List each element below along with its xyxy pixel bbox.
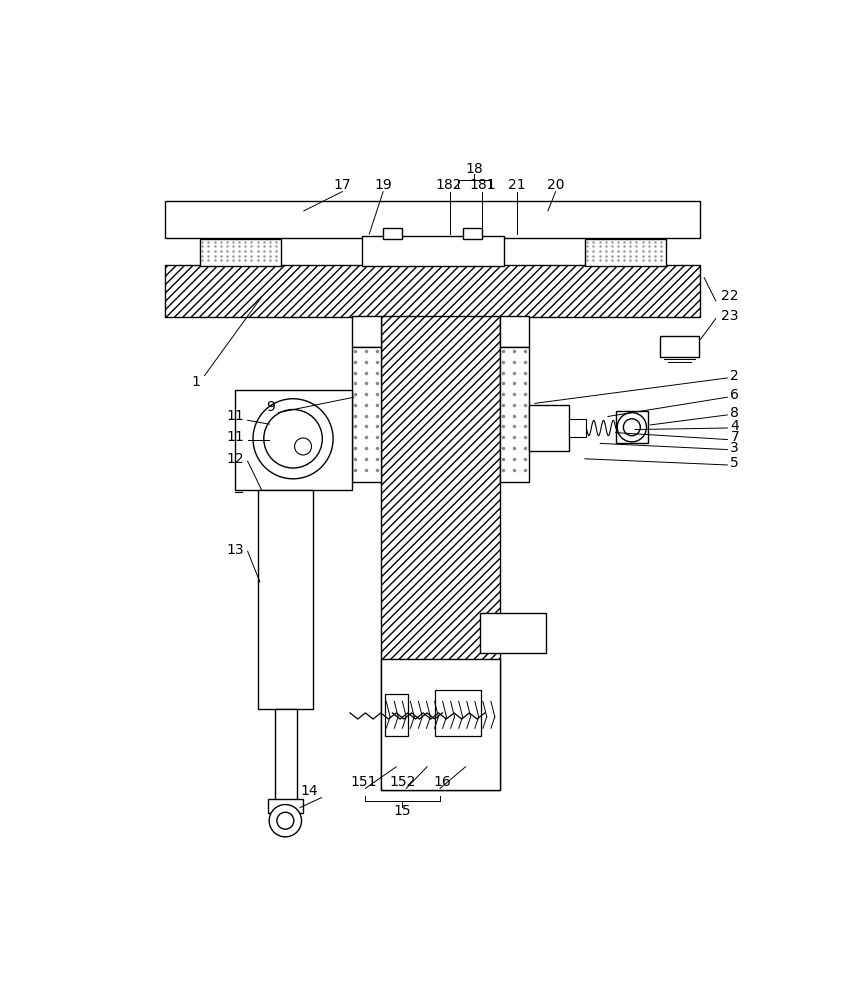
- Bar: [615, 411, 648, 443]
- Bar: [585, 239, 666, 266]
- Text: 22: 22: [721, 289, 738, 303]
- Bar: [384, 694, 408, 736]
- Text: 18: 18: [465, 162, 483, 176]
- Text: 14: 14: [301, 784, 319, 798]
- Circle shape: [269, 805, 302, 837]
- Text: 151: 151: [351, 775, 377, 789]
- Circle shape: [253, 399, 333, 479]
- Bar: [165, 201, 701, 238]
- Text: 16: 16: [433, 775, 451, 789]
- Text: 152: 152: [389, 775, 416, 789]
- Text: 20: 20: [547, 178, 564, 192]
- Text: 15: 15: [394, 804, 411, 818]
- Bar: [234, 389, 352, 490]
- Text: 5: 5: [730, 456, 739, 470]
- Bar: [362, 235, 504, 266]
- Text: 11: 11: [227, 430, 244, 444]
- Bar: [276, 709, 297, 801]
- Text: 2: 2: [730, 369, 739, 383]
- Text: 23: 23: [721, 309, 738, 323]
- Text: 7: 7: [730, 430, 739, 444]
- Text: 11: 11: [227, 409, 244, 423]
- Text: 3: 3: [730, 441, 739, 455]
- Bar: [500, 347, 529, 482]
- Bar: [383, 228, 402, 239]
- Bar: [660, 336, 699, 357]
- Text: 182: 182: [435, 178, 462, 192]
- Text: 1: 1: [191, 375, 200, 389]
- Text: 19: 19: [374, 178, 392, 192]
- Text: 21: 21: [508, 178, 526, 192]
- Text: 181: 181: [470, 178, 496, 192]
- Bar: [435, 690, 481, 736]
- Bar: [352, 316, 381, 347]
- Bar: [463, 228, 482, 239]
- Text: 17: 17: [334, 178, 352, 192]
- Bar: [529, 405, 569, 451]
- Text: 6: 6: [730, 388, 739, 402]
- Bar: [500, 316, 529, 347]
- Bar: [200, 239, 281, 266]
- Bar: [165, 265, 701, 317]
- Bar: [258, 490, 313, 709]
- Bar: [381, 659, 500, 790]
- Bar: [267, 799, 303, 813]
- Text: 9: 9: [266, 400, 276, 414]
- Text: 4: 4: [730, 419, 739, 433]
- Text: 8: 8: [730, 406, 739, 420]
- Text: 12: 12: [227, 452, 244, 466]
- Bar: [481, 613, 545, 653]
- Bar: [381, 316, 500, 790]
- Bar: [352, 347, 381, 482]
- Circle shape: [617, 413, 647, 442]
- Text: 13: 13: [227, 543, 244, 557]
- Bar: [569, 419, 586, 437]
